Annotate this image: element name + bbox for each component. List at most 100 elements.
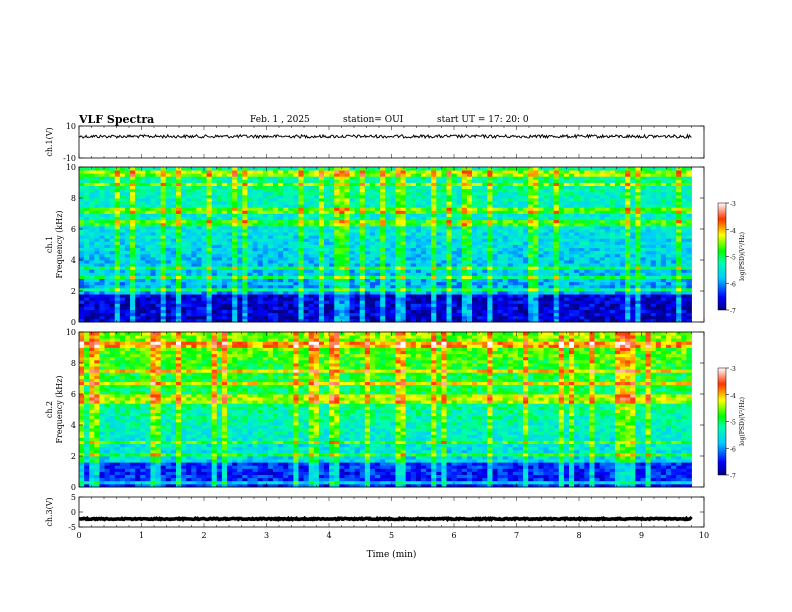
spectrogram-cell — [579, 198, 585, 202]
spectrogram-cell — [553, 250, 560, 255]
spectrogram-cell — [329, 256, 335, 261]
spectrogram-cell — [308, 213, 315, 217]
spectrogram-cell — [604, 201, 611, 205]
spectrogram-cell — [528, 269, 534, 273]
spectrogram-cell — [369, 198, 376, 202]
spectrogram-cell — [252, 235, 259, 239]
spectrogram-cell — [594, 284, 601, 289]
spectrogram-cell — [390, 278, 396, 283]
spectrogram-cell — [114, 213, 121, 217]
spectrogram-cell — [655, 315, 662, 320]
spectrogram-cell — [497, 278, 504, 283]
spectrogram-cell — [252, 278, 259, 283]
spectrogram-cell — [308, 238, 315, 242]
spectrogram-cell — [665, 309, 672, 314]
spectrogram-cell — [395, 306, 401, 310]
spectrogram-cell — [558, 204, 565, 208]
spectrogram-cell — [216, 256, 223, 261]
spectrogram-cell — [186, 210, 192, 214]
spectrogram-cell — [507, 222, 514, 227]
spectrogram-cell — [466, 315, 473, 320]
spectrogram-cell — [676, 207, 682, 211]
spectrogram-cell — [79, 247, 85, 252]
spectrogram-cell — [369, 210, 376, 214]
spectrogram-cell — [364, 275, 371, 279]
spectrogram-cell — [79, 194, 85, 199]
spectrogram-cell — [507, 235, 514, 239]
spectrogram-cell — [681, 297, 687, 301]
spectrogram-cell — [589, 306, 595, 310]
spectrogram-cell — [84, 235, 90, 239]
spectrogram-cell — [324, 315, 330, 320]
spectrogram-cell — [211, 263, 218, 267]
spectrogram-cell — [334, 309, 340, 314]
spectrogram-cell — [574, 269, 580, 273]
spectrogram-cell — [165, 272, 172, 276]
spectrogram-cell — [400, 194, 407, 199]
spectrogram-cell — [405, 272, 412, 276]
spectrogram-cell — [165, 278, 172, 283]
spectrogram-cell — [497, 266, 504, 270]
spectrogram-cell — [431, 306, 437, 310]
spectrogram-cell — [262, 222, 269, 227]
spectrogram-cell — [681, 247, 687, 252]
spectrogram-cell — [686, 198, 692, 202]
spectrogram-cell — [594, 272, 601, 276]
spectrogram-cell — [165, 216, 172, 221]
spectrogram-cell — [329, 318, 335, 323]
spectrogram-cell — [267, 306, 274, 310]
spectrogram-cell — [160, 213, 167, 217]
spectrogram-cell — [441, 229, 447, 233]
spectrogram-cell — [181, 198, 187, 202]
spectrogram-cell — [201, 253, 207, 258]
spectrogram-cell — [507, 284, 514, 289]
spectrogram-cell — [410, 272, 417, 276]
spectrogram-cell — [109, 306, 116, 310]
spectrogram-cell — [186, 235, 192, 239]
spectrogram-cell — [354, 309, 361, 314]
spectrogram-cell — [135, 213, 141, 217]
spectrogram-cell — [589, 284, 595, 289]
spectrogram-cell — [211, 244, 218, 248]
spectrogram-cell — [584, 275, 590, 279]
spectrogram-cell — [558, 291, 565, 295]
spectrogram-cell — [533, 219, 539, 224]
spectrogram-cell — [104, 281, 111, 286]
spectrogram-cell — [181, 291, 187, 295]
spectrogram-cell — [145, 294, 151, 298]
spectrogram-cell — [665, 219, 672, 224]
spectrogram-cell — [492, 297, 498, 301]
spectrogram-cell — [201, 300, 207, 304]
spectrogram-cell — [645, 272, 652, 276]
spectrogram-cell — [436, 318, 442, 323]
spectrogram-cell — [420, 241, 427, 245]
spectrogram-cell — [635, 198, 641, 202]
spectrogram-cell — [482, 294, 488, 298]
spectrogram-cell — [548, 284, 555, 289]
spectrogram-cell — [487, 229, 493, 233]
spectrogram-cell — [344, 318, 350, 323]
spectrogram-cell — [640, 309, 646, 314]
spectrogram-cell — [288, 213, 294, 217]
spectrogram-cell — [395, 318, 401, 323]
spectrogram-cell — [181, 294, 187, 298]
spectrogram-cell — [482, 309, 488, 314]
spectrogram-cell — [170, 312, 177, 317]
spectrogram-cell — [318, 247, 325, 252]
spectrogram-cell — [579, 309, 585, 314]
spectrogram-cell — [135, 241, 141, 245]
spectrogram-cell — [681, 204, 687, 208]
spectrogram-cell — [216, 269, 223, 273]
spectrogram-cell — [181, 247, 187, 252]
spectrogram-cell — [221, 213, 228, 217]
spectrogram-cell — [237, 287, 243, 292]
spectrogram-cell — [574, 229, 580, 233]
spectrogram-cell — [604, 256, 611, 261]
spectrogram-cell — [553, 275, 560, 279]
spectrogram-cell — [252, 198, 259, 202]
spectrogram-cell — [395, 291, 401, 295]
spectrogram-cell — [191, 225, 197, 230]
spectrogram-cell — [252, 216, 259, 221]
spectrogram-cell — [563, 229, 570, 233]
spectrogram-cell — [216, 216, 223, 221]
